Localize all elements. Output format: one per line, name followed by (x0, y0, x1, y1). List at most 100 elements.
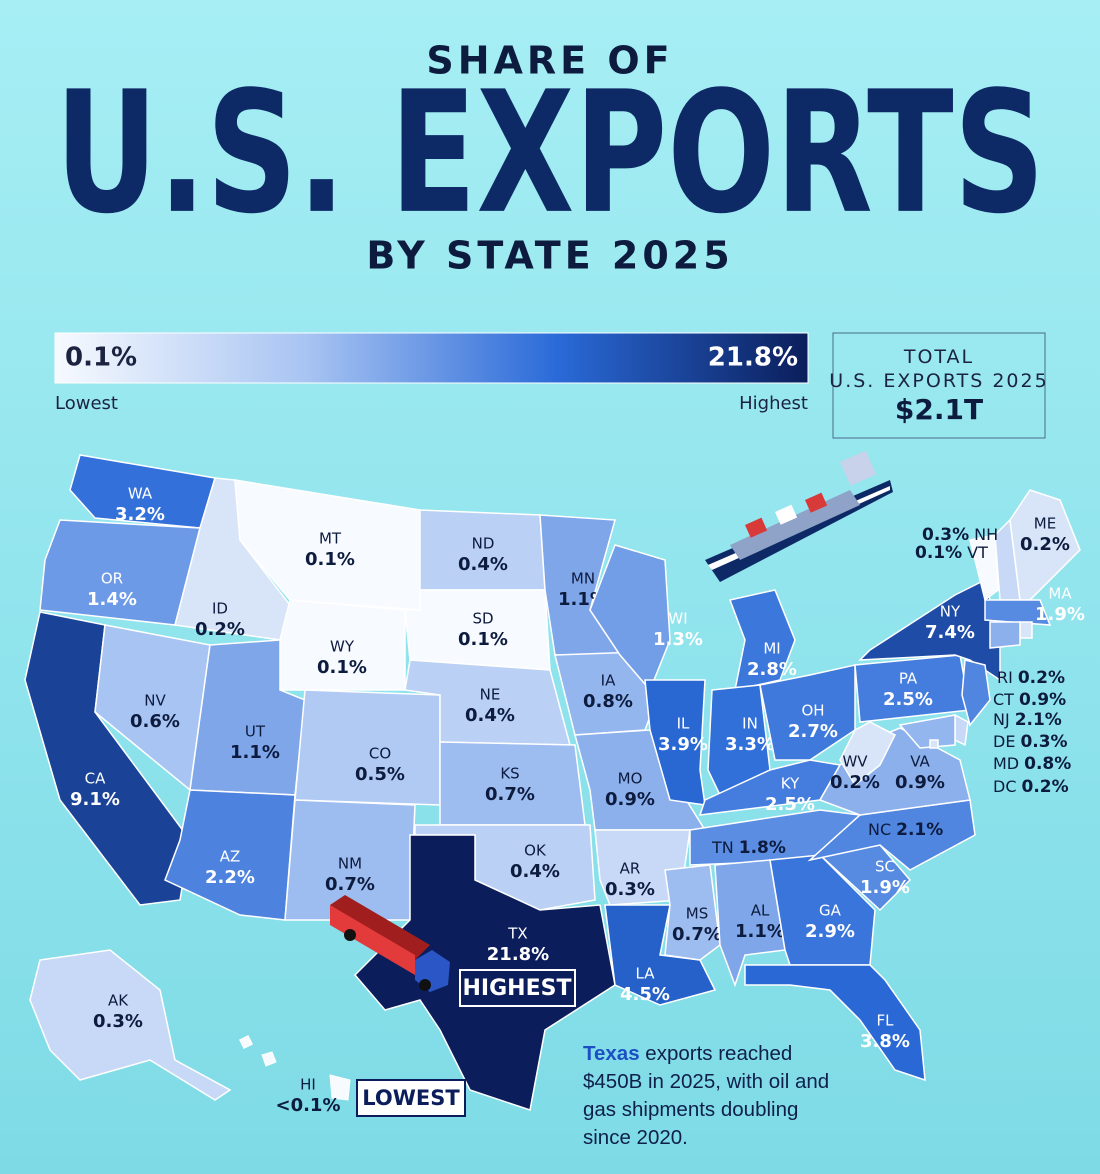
badge-highest (459, 969, 576, 1007)
state-abbr: WY (330, 638, 355, 656)
state-abbr: VA (910, 753, 930, 771)
state-value: 2.5% (883, 689, 933, 710)
state-abbr: UT (245, 723, 266, 741)
state-abbr: DC (993, 777, 1017, 796)
legend-low: 0.1% (65, 343, 137, 373)
state-label: DC 0.2% (993, 777, 1069, 798)
state-value: 0.8% (583, 691, 633, 712)
state-shape (984, 599, 1052, 626)
state-value: 0.7% (485, 784, 535, 805)
state-abbr: ID (212, 600, 228, 618)
state-shape (969, 534, 999, 602)
state-abbr: NC (868, 820, 891, 839)
state-value: 0.9% (1019, 690, 1066, 710)
state-label: RI 0.2% (997, 668, 1065, 689)
state-value: 9.1% (70, 789, 120, 810)
state-abbr: NV (144, 692, 166, 710)
state-value: 0.3% (93, 1011, 143, 1032)
state-value: 0.3% (1020, 732, 1067, 752)
state-shape (594, 829, 691, 906)
state-shape (1019, 621, 1033, 639)
state-abbr: NE (480, 686, 501, 704)
state-value: 0.4% (465, 705, 515, 726)
state-value: 0.8% (1024, 754, 1071, 774)
state-abbr: TN (711, 838, 734, 857)
state-value: 0.7% (325, 874, 375, 895)
state-value: 2.7% (788, 721, 838, 742)
state-value: 0.2% (830, 772, 880, 793)
state-abbr: HI (300, 1076, 316, 1094)
state-value: 0.7% (672, 924, 722, 945)
state-value: 0.1% (915, 543, 962, 563)
note-highlight: Texas (583, 1042, 640, 1065)
state-abbr: MT (319, 530, 342, 548)
state-abbr: OR (101, 570, 123, 588)
state-abbr: MI (763, 640, 780, 658)
state-abbr: GA (819, 902, 842, 920)
state-label: 0.1% VT (915, 543, 988, 564)
state-value: 4.5% (620, 984, 670, 1005)
state-abbr: IL (677, 715, 690, 733)
state-shape (261, 1051, 277, 1067)
subtitle: BY STATE 2025 (366, 234, 733, 278)
state-value: 21.8% (487, 944, 549, 965)
state-label: MD 0.8% (993, 754, 1071, 775)
state-abbr: NY (940, 603, 961, 621)
state-label: CT 0.9% (993, 690, 1066, 711)
state-abbr: MO (618, 770, 643, 788)
state-shape (29, 949, 232, 1101)
state-value: 1.8% (739, 838, 786, 858)
state-shape (898, 714, 956, 749)
state-shape (929, 739, 939, 749)
state-shape (839, 721, 897, 787)
state-abbr: MN (571, 570, 595, 588)
truck (330, 895, 450, 992)
state-abbr: DE (993, 732, 1015, 751)
total-value: $2.1T (895, 393, 983, 426)
note-text: exports reached $450B in 2025, with oil … (583, 1042, 830, 1149)
state-value: 3.8% (860, 1031, 910, 1052)
state-shape (238, 1034, 254, 1050)
badge-lowest-text: LOWEST (362, 1086, 460, 1110)
state-shape (39, 519, 201, 626)
state-shape (279, 599, 406, 691)
state-value: 2.5% (765, 794, 815, 815)
state-value: <0.1% (275, 1095, 340, 1116)
badge-lowest (356, 1079, 466, 1117)
state-shape (294, 689, 441, 806)
state-value: 2.1% (1015, 710, 1062, 730)
state-abbr: WI (668, 610, 687, 628)
state-value: 3.2% (115, 504, 165, 525)
state-abbr: NJ (993, 710, 1010, 729)
state-value: 1.3% (653, 629, 703, 650)
state-value: 1.4% (87, 589, 137, 610)
badge-highest-text: HIGHEST (463, 976, 572, 1001)
state-value: 2.8% (747, 659, 797, 680)
note: Texas exports reached $450B in 2025, wit… (583, 1040, 848, 1152)
state-value: 0.2% (1018, 668, 1065, 688)
state-value: 2.1% (896, 820, 943, 840)
legend-low-caption: Lowest (55, 393, 118, 414)
state-shape (961, 659, 991, 727)
state-value: 3.9% (658, 734, 708, 755)
state-abbr: KY (781, 775, 800, 793)
state-value: 0.6% (130, 711, 180, 732)
state-value: 1.9% (860, 877, 910, 898)
state-abbr: MD (993, 754, 1019, 773)
state-shape (728, 589, 796, 691)
kicker: SHARE OF (426, 39, 673, 83)
state-value: 1.1% (735, 921, 785, 942)
state-value: 7.4% (925, 622, 975, 643)
state-value: 0.4% (510, 861, 560, 882)
title: U.S. EXPORTS (55, 55, 1045, 251)
state-abbr: WV (842, 753, 868, 771)
state-abbr: TX (507, 925, 527, 943)
state-abbr: NH (974, 525, 998, 544)
state-value: 0.9% (895, 772, 945, 793)
state-abbr: OH (801, 702, 824, 720)
state-value: 0.1% (305, 549, 355, 570)
states: WA3.2%OR1.4%CA9.1%NV0.6%ID0.2%MT0.1%WY0.… (24, 454, 1085, 1116)
state-label: NJ 2.1% (993, 710, 1062, 731)
